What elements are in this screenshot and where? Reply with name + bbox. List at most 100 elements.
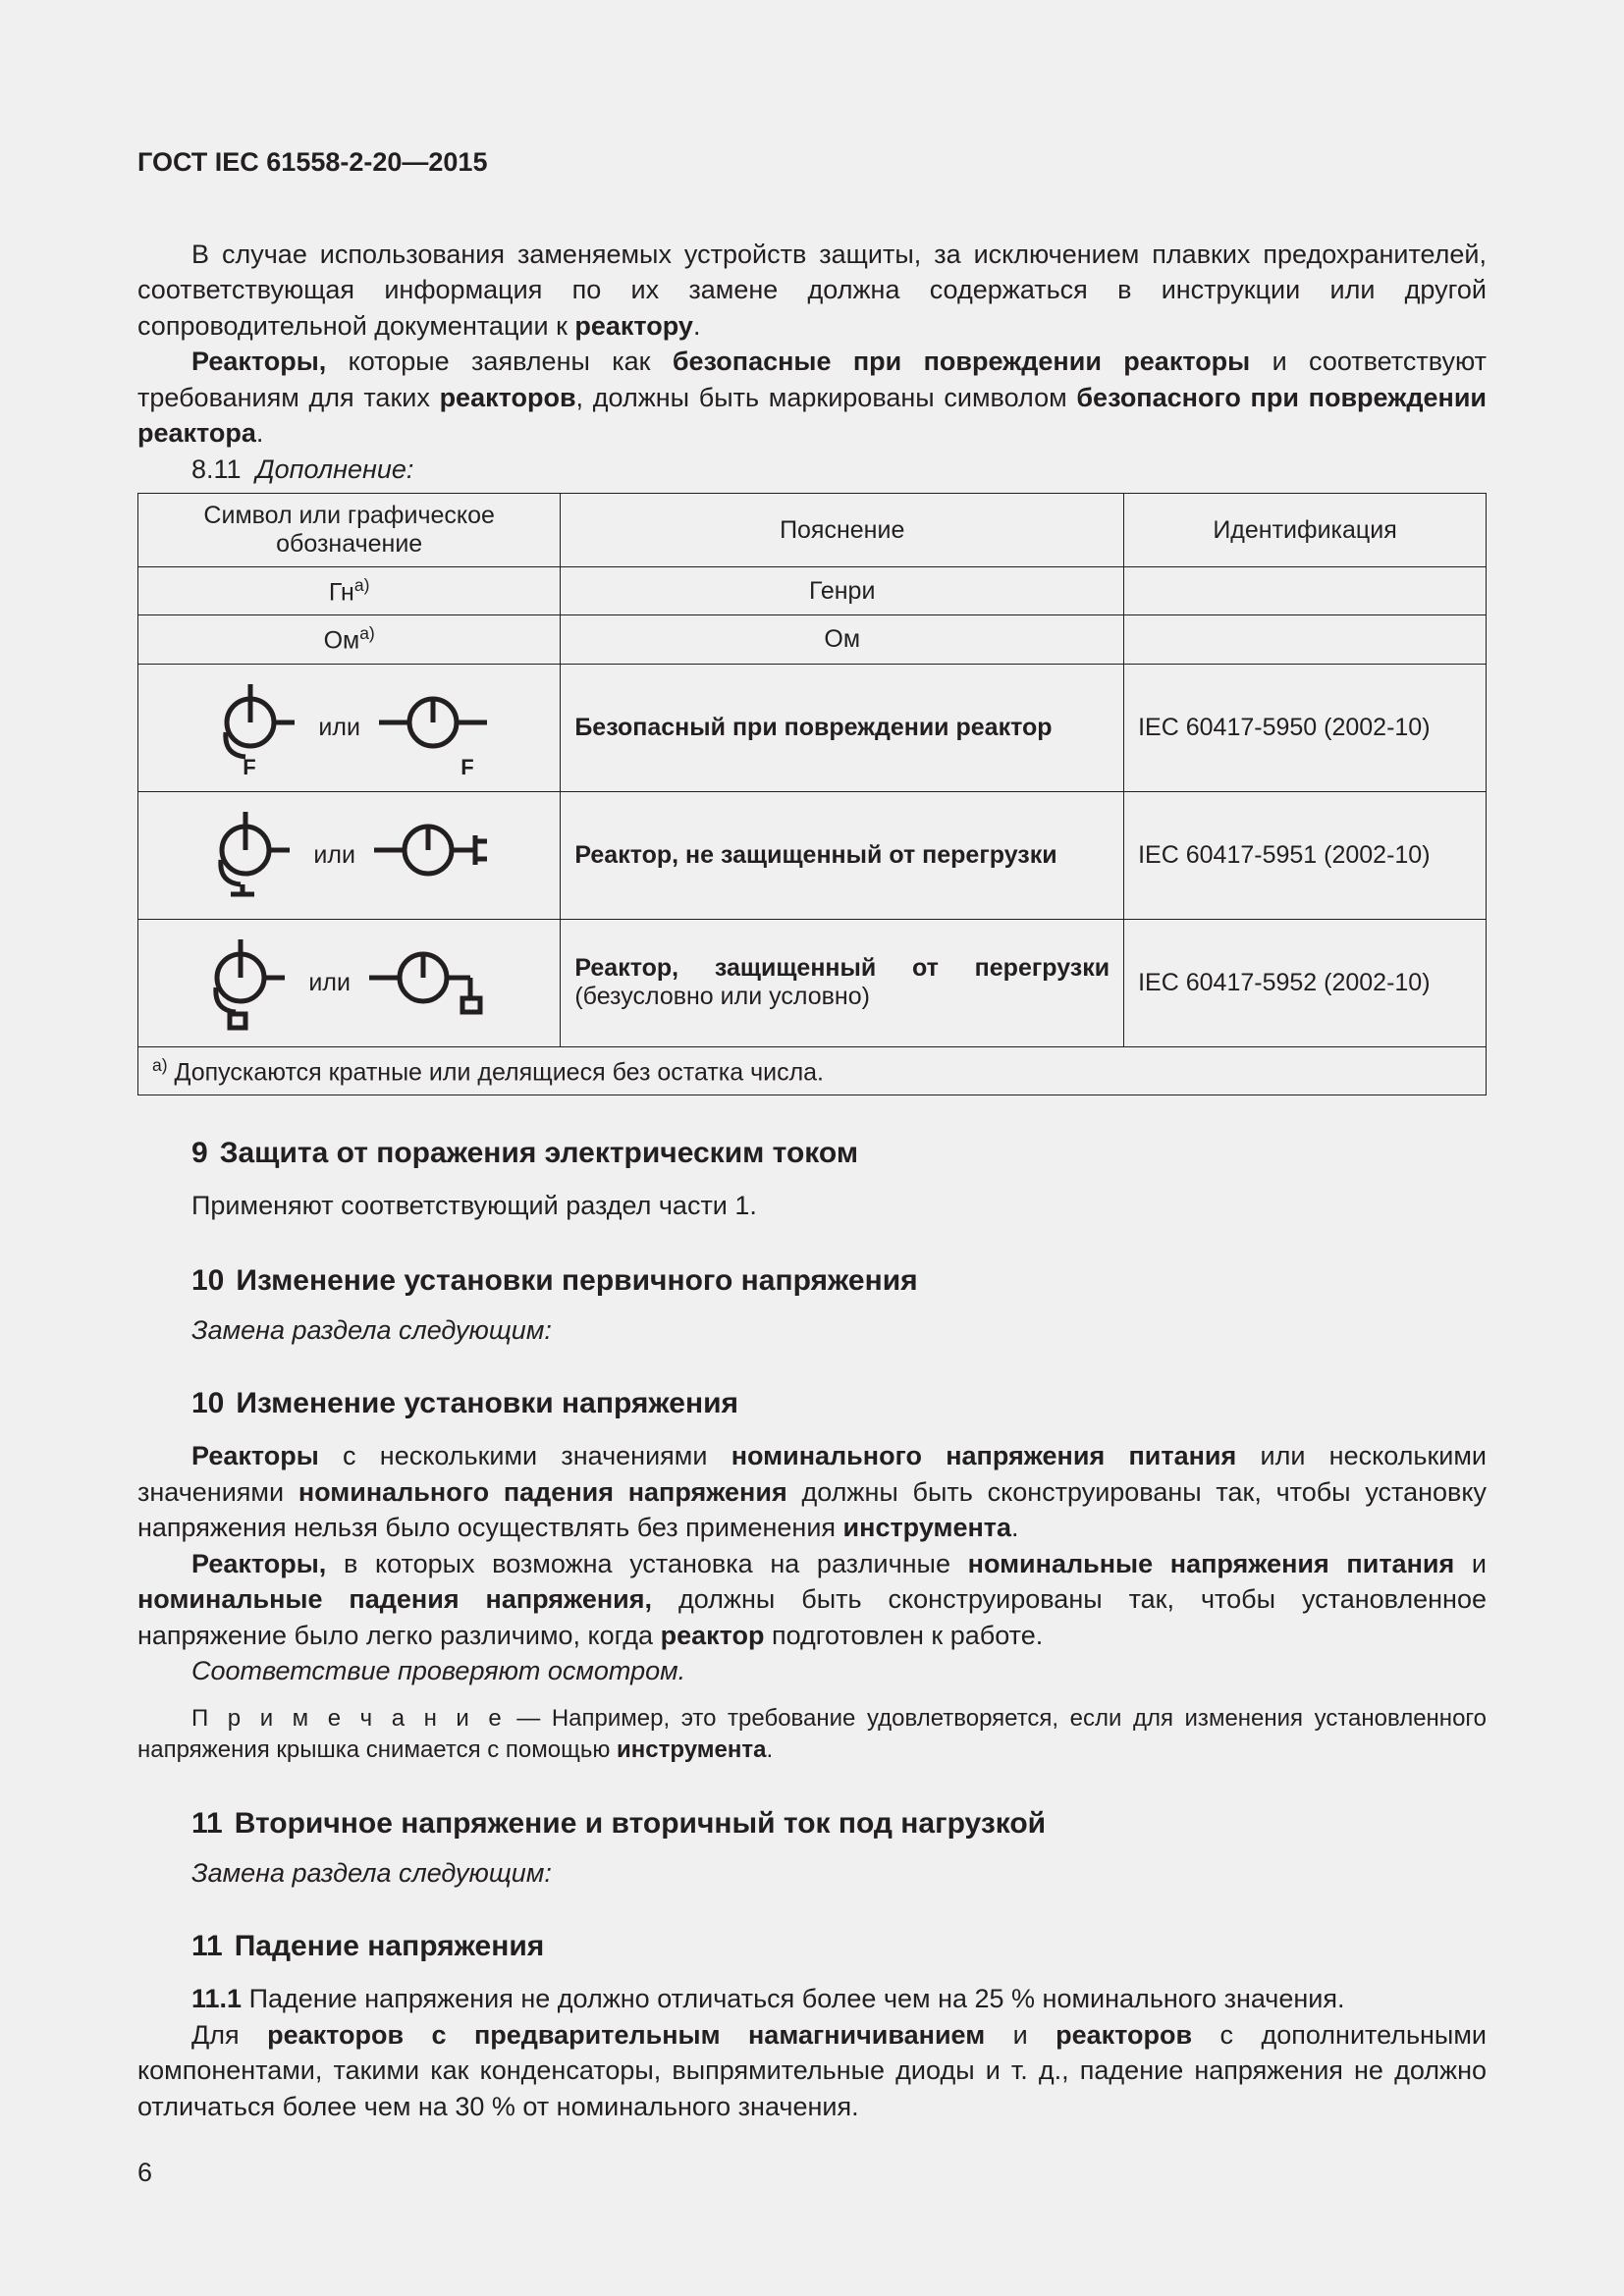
section-10b-body: Реакторы с несколькими значениями номина…: [137, 1438, 1487, 1688]
reactor-failsafe-icon-b: F: [374, 678, 492, 776]
reactor-protected-icon-b: [364, 934, 502, 1032]
table-footnote: a) Допускаются кратные или делящиеся без…: [138, 1046, 1487, 1095]
t: в которых возможна установка на различны…: [326, 1549, 967, 1578]
t: В случае использования заменяемых устрой…: [137, 240, 1487, 341]
cell-id: [1124, 615, 1487, 664]
t: Для: [191, 2020, 267, 2050]
section-10a-heading: 10Изменение установки первичного напряже…: [137, 1264, 1487, 1298]
footnote-cell: a) Допускаются кратные или делящиеся без…: [138, 1046, 1487, 1095]
s10b-p2: Реакторы, в которых возможна установка н…: [137, 1546, 1487, 1653]
th-identification: Идентификация: [1124, 494, 1487, 567]
t: , должны быть маркированы символом: [576, 383, 1077, 412]
clause-num: 8.11: [191, 454, 242, 484]
t: Реакторы,: [191, 1549, 326, 1578]
cell-expl: Реактор, защищенный от перегрузки (безус…: [561, 919, 1124, 1046]
note-lead: П р и м е ч а н и е: [191, 1705, 506, 1732]
cell-symbol: F или F: [138, 664, 561, 791]
sec-num: 9: [191, 1137, 208, 1169]
s10b-check: Соответствие проверяют осмотром.: [137, 1653, 1487, 1688]
section-10b-heading: 10Изменение установки напряжения: [137, 1387, 1487, 1420]
t: .: [256, 418, 264, 448]
table-row: Омa) Ом: [138, 615, 1487, 664]
sym-sup: a): [354, 575, 370, 595]
sec-title: Защита от поражения электрическим током: [220, 1137, 858, 1169]
cell-id: [1124, 567, 1487, 615]
t: безопасные при повреждении реакторы: [673, 347, 1250, 376]
t: реакторов: [1056, 2020, 1192, 2050]
table-row: или: [138, 919, 1487, 1046]
t: (безусловно или условно): [574, 983, 1110, 1011]
t: номинальные напряжения питания: [968, 1549, 1455, 1578]
sec-title: Падение напряжения: [235, 1930, 545, 1962]
sec-title: Изменение установки напряжения: [236, 1387, 738, 1419]
t: инструмента: [843, 1513, 1011, 1542]
intro-p1: В случае использования заменяемых устрой…: [137, 237, 1487, 344]
section-11b-heading: 11 Падение напряжения: [137, 1930, 1487, 1963]
sub-f: F: [244, 755, 256, 776]
cell-expl: Безопасный при повреждении реактор: [561, 664, 1124, 791]
intro-block: В случае использования заменяемых устрой…: [137, 237, 1487, 487]
th-explanation: Пояснение: [561, 494, 1124, 567]
t: и: [985, 2020, 1056, 2050]
doc-header: ГОСТ IEC 61558-2-20—2015: [137, 147, 1487, 178]
foot-text: Допускаются кратные или делящиеся без ос…: [168, 1058, 824, 1086]
t: Падение напряжения не должно отличаться …: [242, 1984, 1344, 2013]
sec-num: 11: [191, 1930, 223, 1962]
cell-id: IEC 60417-5950 (2002-10): [1124, 664, 1487, 791]
s11b-p2: Для реакторов с предварительным намагнич…: [137, 2017, 1487, 2124]
sec-title: Вторичное напряжение и вторичный ток под…: [235, 1807, 1046, 1840]
section-9-body: Применяют соответствующий раздел части 1…: [137, 1188, 1487, 1223]
t: Соответствие проверяют осмотром.: [191, 1656, 685, 1685]
t: Реакторы: [191, 1441, 319, 1470]
cell-symbol: Гнa): [138, 567, 561, 615]
cell-id: IEC 60417-5951 (2002-10): [1124, 791, 1487, 919]
table-row: Гнa) Генри: [138, 567, 1487, 615]
or-word: или: [313, 841, 355, 870]
t: номинального напряжения питания: [731, 1441, 1237, 1470]
sym-text: Гн: [329, 578, 354, 606]
t: Реакторы,: [191, 347, 326, 376]
section-11a-heading: 11Вторичное напряжение и вторичный ток п…: [137, 1807, 1487, 1841]
cell-id: IEC 60417-5952 (2002-10): [1124, 919, 1487, 1046]
reactor-unprotected-icon-b: [369, 806, 497, 904]
s10b-p1: Реакторы с несколькими значениями номина…: [137, 1438, 1487, 1545]
t: и: [1454, 1549, 1487, 1578]
or-word: или: [308, 969, 351, 997]
t: реактору: [574, 311, 693, 341]
t: 11.1: [191, 1984, 242, 2013]
s11b-p1: 11.1 Падение напряжения не должно отлича…: [137, 1981, 1487, 2016]
intro-p2: Реакторы, которые заявлены как безопасны…: [137, 344, 1487, 451]
t: реакторов: [440, 383, 576, 412]
reactor-unprotected-icon-a: [201, 806, 299, 904]
section-10a-replace: Замена раздела следующим:: [137, 1315, 1487, 1346]
symbol-table: Символ или графическое обозначение Поясн…: [137, 493, 1487, 1095]
t: Реактор, защищенный от перегрузки: [574, 954, 1110, 983]
page-number: 6: [137, 2158, 152, 2188]
section-11a-replace: Замена раздела следующим:: [137, 1858, 1487, 1889]
t: подготовлен к работе.: [764, 1621, 1043, 1650]
cell-symbol: или: [138, 791, 561, 919]
foot-sup: a): [152, 1055, 168, 1075]
section-9-heading: 9 Защита от поражения электрическим током: [137, 1137, 1487, 1170]
s10b-note: П р и м е ч а н и е — Например, это треб…: [137, 1703, 1487, 1767]
cell-symbol: или: [138, 919, 561, 1046]
th-symbol: Символ или графическое обозначение: [138, 494, 561, 567]
t: которые заявлены как: [326, 347, 673, 376]
table-row: или: [138, 791, 1487, 919]
reactor-failsafe-icon-a: F: [206, 678, 304, 776]
sec-title: Изменение установки первичного напряжени…: [236, 1264, 917, 1297]
t: с несколькими значениями: [319, 1441, 731, 1470]
sub-f: F: [460, 755, 473, 776]
table-row: F или F Б: [138, 664, 1487, 791]
clause-811: 8.11 Дополнение:: [137, 452, 1487, 487]
t: .: [1011, 1513, 1019, 1542]
t: реактор: [661, 1621, 765, 1650]
sym-sup: a): [359, 623, 375, 643]
cell-expl: Реактор, не защищенный от перегрузки: [561, 791, 1124, 919]
t: инструмента: [617, 1736, 766, 1763]
section-11b-body: 11.1 Падение напряжения не должно отлича…: [137, 1981, 1487, 2124]
sym-text: Ом: [324, 627, 360, 655]
cell-expl: Генри: [561, 567, 1124, 615]
t: Безопасный при повреждении реактор: [574, 714, 1052, 741]
or-word: или: [318, 714, 360, 742]
